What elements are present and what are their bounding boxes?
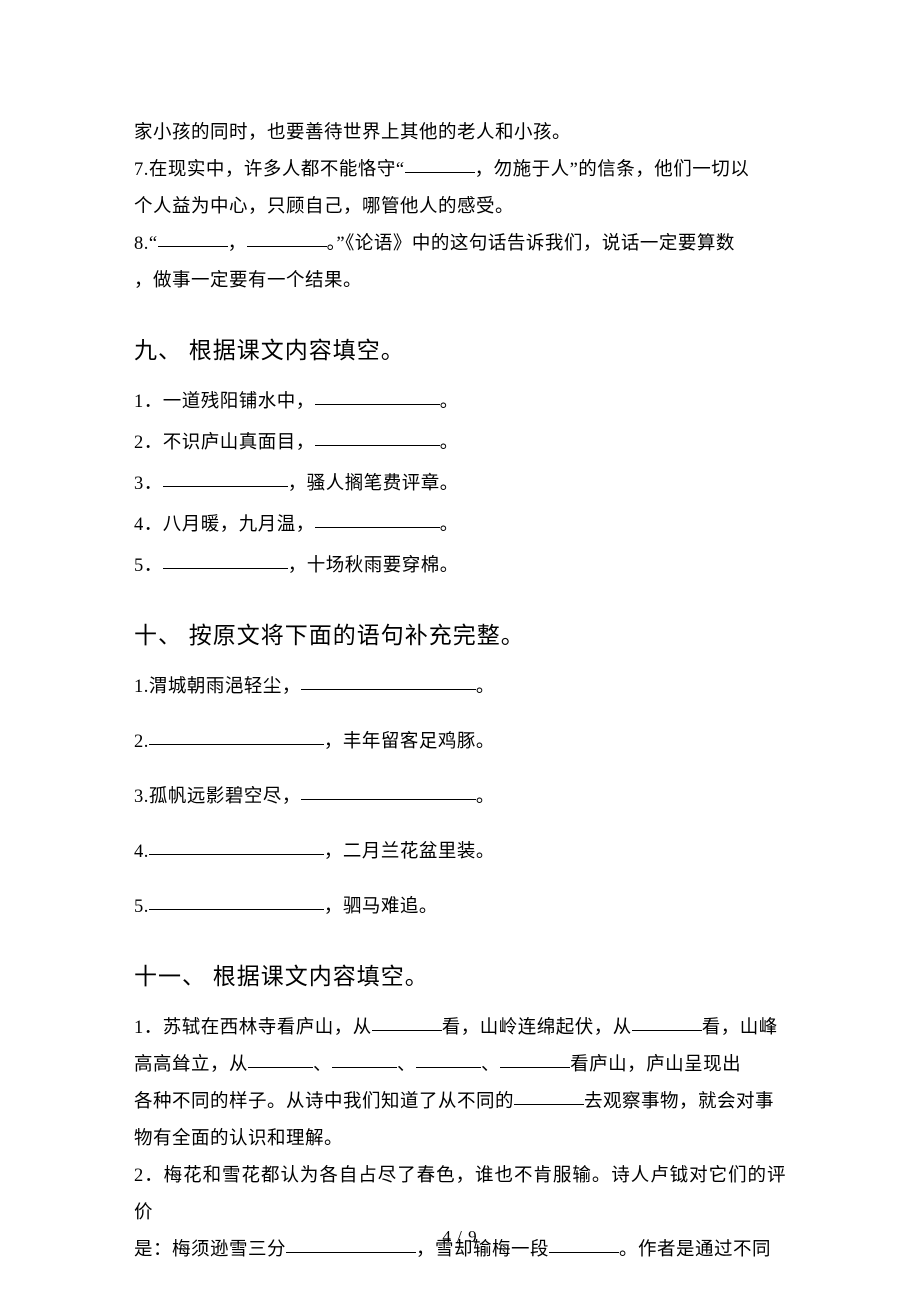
q7-mid: ，勿施于人”的信条，他们一切以 bbox=[475, 160, 750, 180]
s10-i1-suffix: 。 bbox=[476, 677, 495, 697]
s11-q1-blank1[interactable] bbox=[372, 1013, 442, 1032]
s9-i3-blank[interactable] bbox=[163, 469, 288, 488]
s9-item1: 1．一道残阳铺水中， 。 bbox=[134, 384, 786, 421]
s11-q1-blank6[interactable] bbox=[500, 1050, 570, 1069]
s11-q2-line1: 2．梅花和雪花都认为各自占尽了春色，谁也不肯服输。诗人卢钺对它们的评价 bbox=[134, 1158, 786, 1232]
s10-i5-blank[interactable] bbox=[149, 892, 324, 911]
s10-i1-prefix: 1.渭城朝雨浥轻尘， bbox=[134, 677, 301, 697]
s9-i5-blank[interactable] bbox=[163, 551, 288, 570]
s10-i4-suffix: ，二月兰花盆里装。 bbox=[324, 842, 495, 862]
s9-i1-blank[interactable] bbox=[315, 387, 440, 406]
s11-q1-blank3[interactable] bbox=[248, 1050, 313, 1069]
s11-q1-line3: 各种不同的样子。从诗中我们知道了从不同的 去观察事物，就会对事 bbox=[134, 1084, 786, 1121]
s11-q1-line4: 物有全面的认识和理解。 bbox=[134, 1121, 786, 1158]
question-7-line2: 个人益为中心，只顾自己，哪管他人的感受。 bbox=[134, 189, 786, 226]
s9-item2: 2．不识庐山真面目， 。 bbox=[134, 425, 786, 462]
s10-i4-prefix: 4. bbox=[134, 842, 149, 862]
s10-item5: 5. ，驷马难追。 bbox=[134, 889, 786, 926]
s9-i3-suffix: ，骚人搁笔费评章。 bbox=[288, 474, 459, 494]
section-9-heading: 九、 根据课文内容填空。 bbox=[134, 328, 786, 374]
s11-q1-sep2: 、 bbox=[397, 1055, 416, 1075]
q8-mid2: 。”《论语》中的这句话告诉我们，说话一定要算数 bbox=[327, 234, 735, 254]
s9-i1-suffix: 。 bbox=[440, 392, 459, 412]
s9-i4-suffix: 。 bbox=[440, 515, 459, 535]
q8-blank2[interactable] bbox=[247, 229, 327, 248]
s10-i5-suffix: ，驷马难追。 bbox=[324, 897, 438, 917]
question-8-line2: ，做事一定要有一个结果。 bbox=[134, 263, 786, 300]
s9-i5-prefix: 5． bbox=[134, 556, 163, 576]
s11-q1-blank7[interactable] bbox=[514, 1087, 584, 1106]
q8-prefix: 8.“ bbox=[134, 234, 158, 254]
s10-i1-blank[interactable] bbox=[301, 672, 476, 691]
s11-q1-blank2[interactable] bbox=[632, 1013, 702, 1032]
s9-i2-prefix: 2．不识庐山真面目， bbox=[134, 433, 315, 453]
page-number: 4 / 9 bbox=[0, 1227, 920, 1247]
s10-i2-prefix: 2. bbox=[134, 732, 149, 752]
question-7-line1: 7.在现实中，许多人都不能恪守“ ，勿施于人”的信条，他们一切以 bbox=[134, 152, 786, 189]
s9-item4: 4．八月暖，九月温， 。 bbox=[134, 507, 786, 544]
document-content: 家小孩的同时，也要善待世界上其他的老人和小孩。 7.在现实中，许多人都不能恪守“… bbox=[134, 115, 786, 1269]
s10-item2: 2. ，丰年留客足鸡豚。 bbox=[134, 724, 786, 761]
s10-i4-blank[interactable] bbox=[149, 837, 324, 856]
question-8-line1: 8.“ ， 。”《论语》中的这句话告诉我们，说话一定要算数 bbox=[134, 226, 786, 263]
q8-comma: ， bbox=[228, 234, 247, 254]
s9-i4-blank[interactable] bbox=[315, 510, 440, 529]
s11-q1-l2p1: 高高耸立，从 bbox=[134, 1055, 248, 1075]
s10-i3-blank[interactable] bbox=[301, 782, 476, 801]
s10-item4: 4. ，二月兰花盆里装。 bbox=[134, 834, 786, 871]
s9-i3-prefix: 3． bbox=[134, 474, 163, 494]
s11-q1-p1: 1．苏轼在西林寺看庐山，从 bbox=[134, 1018, 372, 1038]
s11-q1-l3p2: 去观察事物，就会对事 bbox=[584, 1092, 774, 1112]
s9-i1-prefix: 1．一道残阳铺水中， bbox=[134, 392, 315, 412]
q7-prefix: 7.在现实中，许多人都不能恪守“ bbox=[134, 160, 405, 180]
s11-q1-line1: 1．苏轼在西林寺看庐山，从 看，山岭连绵起伏，从 看，山峰 bbox=[134, 1010, 786, 1047]
s11-q1-line2: 高高耸立，从 、 、 、 看庐山，庐山呈现出 bbox=[134, 1047, 786, 1084]
s10-item1: 1.渭城朝雨浥轻尘， 。 bbox=[134, 669, 786, 706]
q8-blank1[interactable] bbox=[158, 229, 228, 248]
s10-i3-prefix: 3.孤帆远影碧空尽， bbox=[134, 787, 301, 807]
s9-i2-suffix: 。 bbox=[440, 433, 459, 453]
s9-item5: 5． ，十场秋雨要穿棉。 bbox=[134, 548, 786, 585]
s11-q1-l2p2: 看庐山，庐山呈现出 bbox=[570, 1055, 741, 1075]
s10-i2-suffix: ，丰年留客足鸡豚。 bbox=[324, 732, 495, 752]
s11-q1-sep1: 、 bbox=[313, 1055, 332, 1075]
s10-i5-prefix: 5. bbox=[134, 897, 149, 917]
s10-i2-blank[interactable] bbox=[149, 727, 324, 746]
s11-q1-sep3: 、 bbox=[481, 1055, 500, 1075]
s10-item3: 3.孤帆远影碧空尽， 。 bbox=[134, 779, 786, 816]
s11-q1-blank5[interactable] bbox=[416, 1050, 481, 1069]
s9-item3: 3． ，骚人搁笔费评章。 bbox=[134, 466, 786, 503]
s9-i4-prefix: 4．八月暖，九月温， bbox=[134, 515, 315, 535]
section-11-heading: 十一、 根据课文内容填空。 bbox=[134, 954, 786, 1000]
s11-q1-p2: 看，山岭连绵起伏，从 bbox=[442, 1018, 632, 1038]
q7-blank[interactable] bbox=[405, 155, 475, 174]
s9-i2-blank[interactable] bbox=[315, 428, 440, 447]
s10-i3-suffix: 。 bbox=[476, 787, 495, 807]
section-10-heading: 十、 按原文将下面的语句补充完整。 bbox=[134, 613, 786, 659]
s11-q1-l3p1: 各种不同的样子。从诗中我们知道了从不同的 bbox=[134, 1092, 514, 1112]
s11-q1-p3: 看，山峰 bbox=[702, 1018, 778, 1038]
s11-q1-blank4[interactable] bbox=[332, 1050, 397, 1069]
top-line1: 家小孩的同时，也要善待世界上其他的老人和小孩。 bbox=[134, 115, 786, 152]
s9-i5-suffix: ，十场秋雨要穿棉。 bbox=[288, 556, 459, 576]
